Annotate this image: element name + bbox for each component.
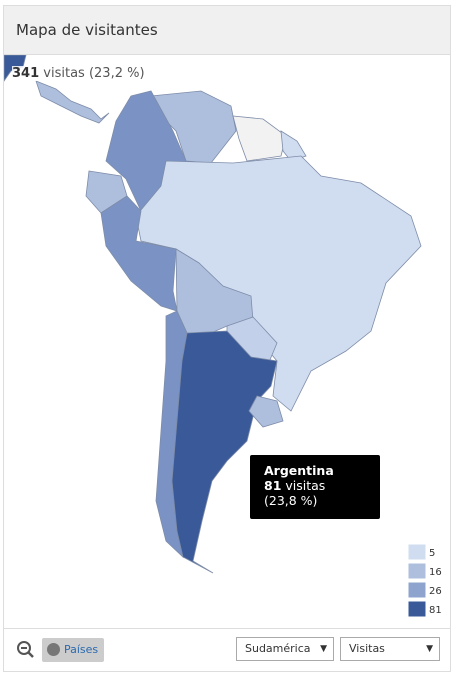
legend-label: 5 — [429, 548, 435, 559]
metric-select[interactable]: Visitas — [340, 637, 440, 661]
countries-label: Países — [64, 643, 99, 656]
legend-label: 26 — [429, 586, 442, 597]
peru — [100, 195, 178, 312]
region-select[interactable]: Sudamérica — [236, 637, 334, 661]
region-label: Sudamérica — [245, 642, 311, 655]
uruguay — [248, 395, 284, 428]
summary: 341 visitas (23,2 %) — [12, 66, 145, 81]
legend-swatch — [407, 581, 427, 599]
zoom-out[interactable] — [16, 640, 36, 660]
countries-button[interactable]: Países — [42, 638, 104, 662]
summary-share: (23,2 %) — [88, 66, 145, 81]
legend-label: 16 — [429, 567, 442, 578]
legend-swatch — [407, 543, 427, 561]
summary-visits: 341 — [12, 66, 40, 81]
central-america — [35, 80, 110, 124]
tooltip-label: visitas — [285, 478, 326, 493]
tooltip-share: (23,8 %) — [264, 493, 318, 508]
guyana — [232, 115, 287, 162]
widget: Mapa de visitantes 5 16 26 81 341 visitas (… — [3, 5, 451, 672]
legend-label: 81 — [429, 605, 442, 616]
widget-title: Mapa de visitantes — [4, 6, 450, 55]
legend-swatch — [407, 562, 427, 580]
tooltip-country: Argentina — [264, 463, 334, 478]
map: 5 16 26 81 — [4, 55, 442, 618]
metric-label: Visitas — [349, 642, 385, 655]
legend-swatch — [407, 600, 427, 618]
tooltip-visits: 81 — [264, 478, 282, 493]
argentina — [171, 330, 278, 574]
tooltip: Argentina 81 visitas (23,8 %) — [250, 455, 380, 519]
summary-label: visitas — [43, 66, 85, 81]
toolbar: Países Sudamérica Visitas — [4, 628, 450, 671]
